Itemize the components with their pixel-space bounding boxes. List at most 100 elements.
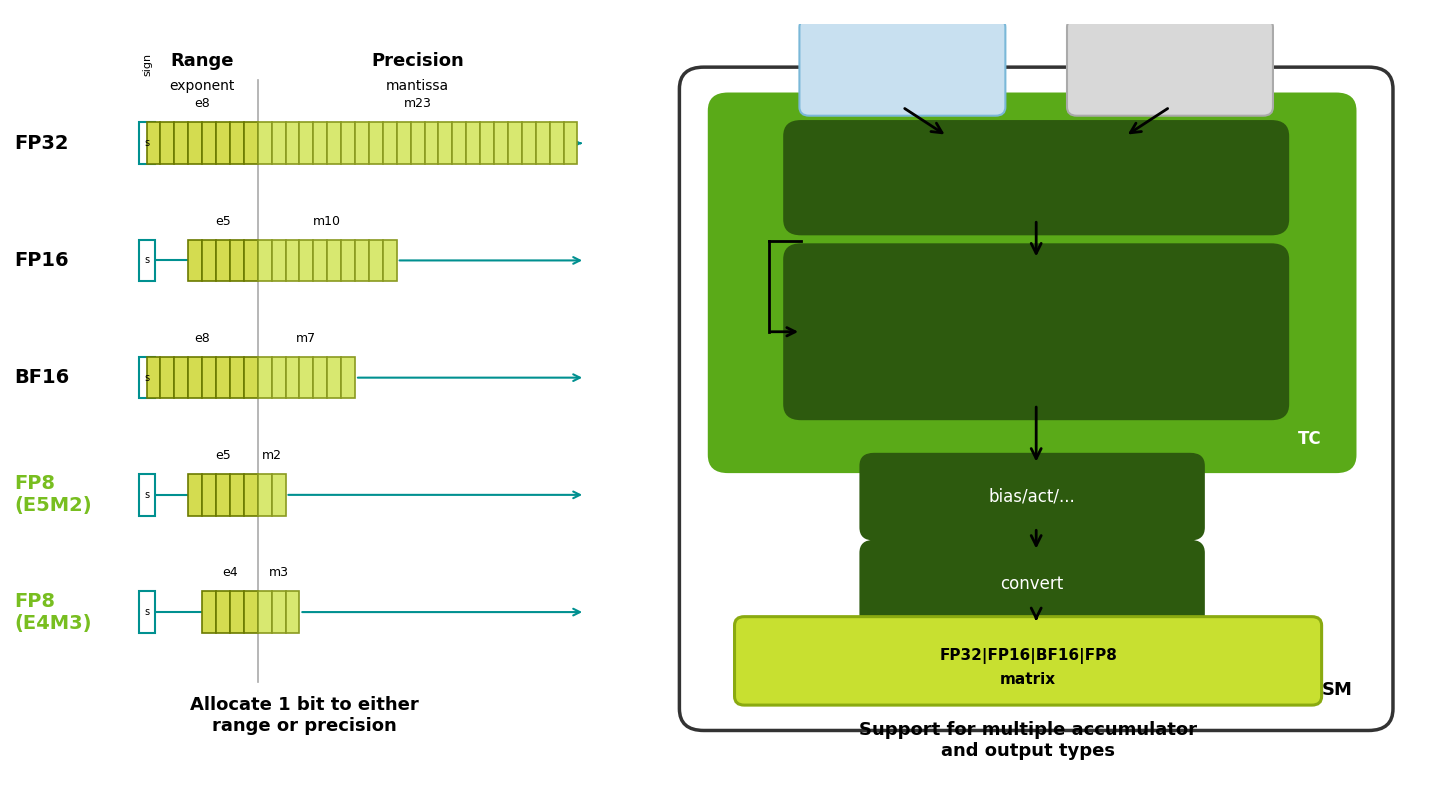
Bar (369, 122, 382, 164)
Text: accumulate into
FP32 or FP16: accumulate into FP32 or FP16 (985, 311, 1119, 350)
Text: e5: e5 (216, 449, 230, 462)
Bar (327, 240, 342, 281)
Bar (258, 122, 272, 164)
Bar (216, 357, 230, 399)
FancyBboxPatch shape (783, 243, 1289, 420)
Bar (355, 240, 369, 281)
Text: sign: sign (142, 53, 152, 76)
Bar (536, 122, 550, 164)
FancyBboxPatch shape (139, 591, 155, 633)
Bar (216, 591, 230, 633)
Text: m2: m2 (262, 449, 282, 462)
Bar (272, 122, 285, 164)
Bar (188, 474, 203, 515)
Bar (258, 357, 272, 399)
Bar (285, 591, 300, 633)
Bar (203, 240, 216, 281)
Text: Allocate 1 bit to either
range or precision: Allocate 1 bit to either range or precis… (190, 696, 418, 734)
Bar (300, 122, 313, 164)
Text: bias/act/...: bias/act/... (989, 488, 1076, 506)
FancyBboxPatch shape (734, 617, 1322, 705)
Bar (216, 474, 230, 515)
Text: m23: m23 (404, 98, 432, 110)
FancyBboxPatch shape (139, 357, 155, 399)
FancyBboxPatch shape (783, 120, 1289, 236)
FancyBboxPatch shape (139, 122, 155, 164)
Text: e8: e8 (194, 332, 210, 345)
Bar (243, 240, 258, 281)
Bar (216, 240, 230, 281)
Text: s: s (145, 490, 149, 500)
Bar (174, 122, 188, 164)
Bar (258, 591, 272, 633)
Bar (161, 357, 174, 399)
Bar (230, 357, 243, 399)
Bar (146, 122, 161, 164)
FancyBboxPatch shape (139, 240, 155, 281)
Text: e5: e5 (216, 214, 230, 228)
FancyBboxPatch shape (679, 67, 1393, 730)
Bar (188, 240, 203, 281)
Bar (508, 122, 521, 164)
Bar (452, 122, 466, 164)
Text: FP32: FP32 (14, 134, 70, 153)
Bar (161, 122, 174, 164)
Bar (285, 122, 300, 164)
Text: FP8
(E5M2): FP8 (E5M2) (14, 474, 93, 515)
Text: Support for multiple accumulator
and output types: Support for multiple accumulator and out… (859, 721, 1197, 760)
Bar (243, 122, 258, 164)
Bar (272, 357, 285, 399)
Bar (174, 357, 188, 399)
Text: FP16: FP16 (14, 251, 70, 270)
Bar (203, 122, 216, 164)
FancyBboxPatch shape (139, 474, 155, 515)
Text: FP8
(E4M3): FP8 (E4M3) (14, 592, 93, 633)
Text: FP8
matrix: FP8 matrix (1142, 50, 1197, 82)
Bar (327, 122, 342, 164)
Bar (521, 122, 536, 164)
Bar (397, 122, 411, 164)
Text: BF16: BF16 (14, 368, 70, 387)
FancyBboxPatch shape (860, 540, 1205, 627)
Bar (439, 122, 452, 164)
FancyBboxPatch shape (799, 19, 1005, 116)
Text: convert: convert (1001, 574, 1064, 593)
Bar (342, 240, 355, 281)
Bar (272, 474, 285, 515)
Bar (563, 122, 578, 164)
Text: s: s (145, 607, 149, 617)
Bar (481, 122, 494, 164)
Bar (230, 591, 243, 633)
Text: e8: e8 (194, 98, 210, 110)
Bar (243, 474, 258, 515)
FancyBboxPatch shape (708, 92, 1357, 473)
Text: m10: m10 (313, 214, 342, 228)
Bar (327, 357, 342, 399)
Bar (243, 591, 258, 633)
Bar (285, 240, 300, 281)
Text: FP8
matrix: FP8 matrix (875, 50, 931, 82)
Bar (550, 122, 563, 164)
Bar (424, 122, 439, 164)
Text: s: s (145, 255, 149, 266)
Text: Precision: Precision (371, 51, 463, 69)
Bar (313, 357, 327, 399)
Bar (382, 240, 397, 281)
Text: Range: Range (171, 51, 235, 69)
Text: SM: SM (1322, 682, 1352, 699)
Bar (285, 357, 300, 399)
Bar (258, 474, 272, 515)
FancyBboxPatch shape (860, 453, 1205, 541)
Bar (188, 357, 203, 399)
Text: exponent: exponent (169, 79, 235, 93)
Text: mantissa: mantissa (387, 79, 449, 93)
Bar (203, 357, 216, 399)
FancyBboxPatch shape (1067, 19, 1273, 116)
Bar (230, 240, 243, 281)
Bar (300, 240, 313, 281)
Bar (272, 591, 285, 633)
Bar (369, 240, 382, 281)
Bar (411, 122, 424, 164)
Text: TC: TC (1297, 429, 1322, 448)
Text: m7: m7 (297, 332, 317, 345)
